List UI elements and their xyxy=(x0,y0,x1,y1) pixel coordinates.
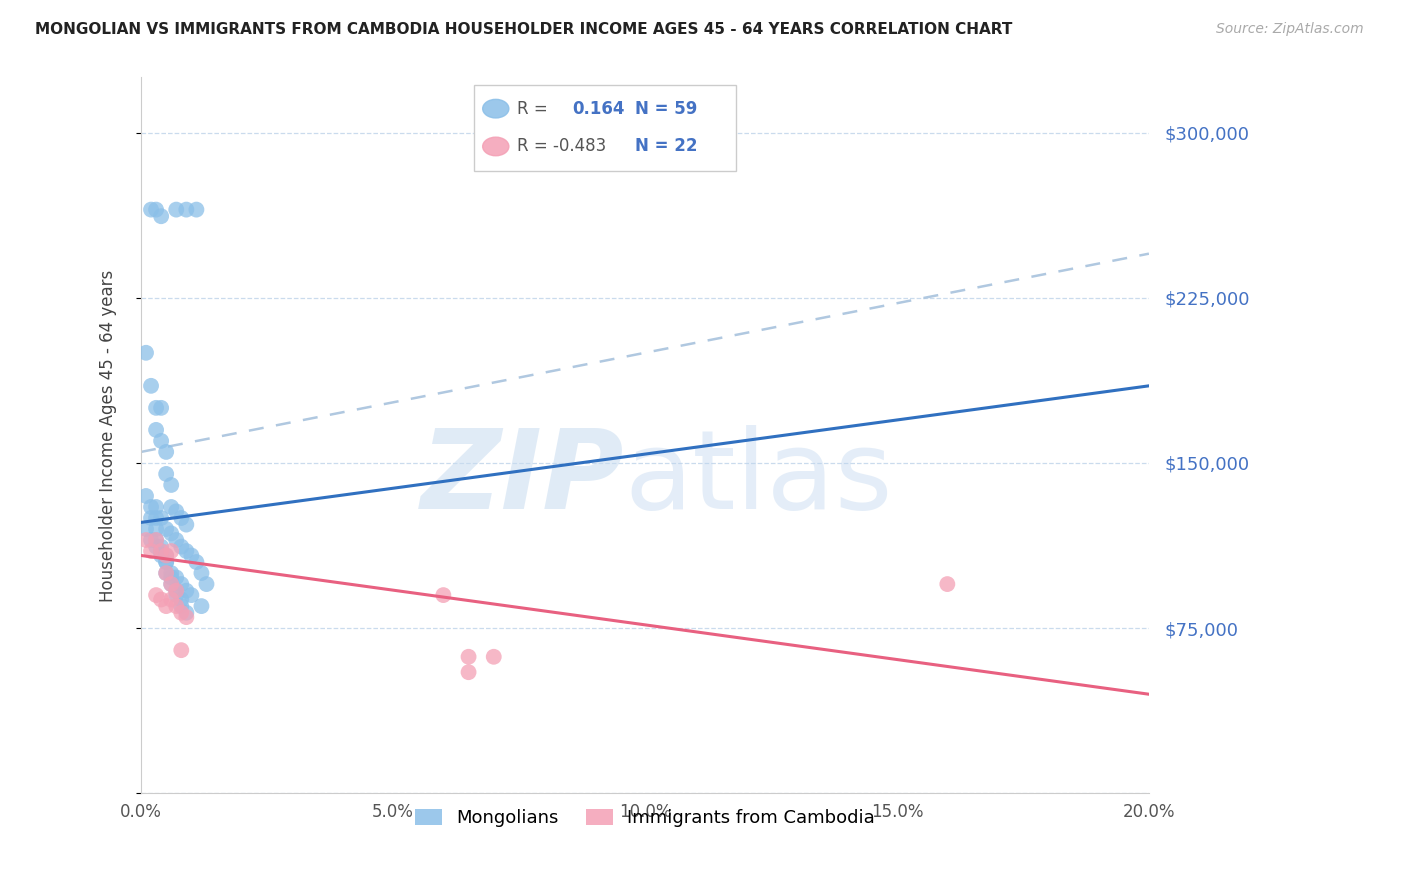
Text: R =: R = xyxy=(517,100,548,118)
Point xyxy=(155,566,177,580)
Point xyxy=(170,599,193,613)
Text: ZIP: ZIP xyxy=(422,425,624,532)
Point xyxy=(165,599,187,613)
Point xyxy=(195,577,218,591)
Point xyxy=(145,423,167,437)
FancyBboxPatch shape xyxy=(474,85,735,170)
Legend: Mongolians, Immigrants from Cambodia: Mongolians, Immigrants from Cambodia xyxy=(408,802,883,834)
Point xyxy=(139,500,162,514)
Point xyxy=(135,533,157,547)
Point xyxy=(145,401,167,415)
Circle shape xyxy=(482,99,509,118)
Point xyxy=(165,570,187,584)
Text: 0.164: 0.164 xyxy=(572,100,624,118)
Point xyxy=(176,202,198,217)
Point xyxy=(139,202,162,217)
Point xyxy=(165,588,187,602)
Point xyxy=(145,540,167,554)
Text: Source: ZipAtlas.com: Source: ZipAtlas.com xyxy=(1216,22,1364,37)
Point xyxy=(155,522,177,536)
Text: atlas: atlas xyxy=(624,425,893,532)
Y-axis label: Householder Income Ages 45 - 64 years: Householder Income Ages 45 - 64 years xyxy=(100,269,117,601)
Point xyxy=(170,592,193,607)
Point xyxy=(160,577,183,591)
Point xyxy=(160,500,183,514)
Point xyxy=(150,209,173,223)
Point xyxy=(176,583,198,598)
Point xyxy=(150,511,173,525)
Text: N = 22: N = 22 xyxy=(636,137,697,155)
Point xyxy=(155,599,177,613)
Point xyxy=(145,522,167,536)
Point xyxy=(170,540,193,554)
Point xyxy=(139,533,162,547)
Point xyxy=(155,555,177,569)
Point xyxy=(165,504,187,518)
Point xyxy=(176,606,198,620)
Point xyxy=(145,533,167,547)
Point xyxy=(150,549,173,563)
Point xyxy=(936,577,959,591)
Point xyxy=(150,544,173,558)
Point xyxy=(150,401,173,415)
Point xyxy=(139,544,162,558)
Point xyxy=(160,478,183,492)
Point xyxy=(150,540,173,554)
Point xyxy=(135,522,157,536)
Point xyxy=(190,566,212,580)
Point xyxy=(165,533,187,547)
Point xyxy=(139,379,162,393)
Point xyxy=(160,566,183,580)
Point xyxy=(180,549,202,563)
Point xyxy=(160,592,183,607)
Point xyxy=(170,577,193,591)
Point xyxy=(457,649,479,664)
Point xyxy=(155,549,177,563)
Point xyxy=(190,599,212,613)
Point xyxy=(155,467,177,481)
Point xyxy=(165,202,187,217)
Point xyxy=(160,526,183,541)
Point xyxy=(186,555,208,569)
Point xyxy=(176,517,198,532)
Point xyxy=(457,665,479,680)
Text: MONGOLIAN VS IMMIGRANTS FROM CAMBODIA HOUSEHOLDER INCOME AGES 45 - 64 YEARS CORR: MONGOLIAN VS IMMIGRANTS FROM CAMBODIA HO… xyxy=(35,22,1012,37)
Point xyxy=(186,202,208,217)
Point xyxy=(180,588,202,602)
Point xyxy=(176,544,198,558)
Point xyxy=(155,566,177,580)
Text: R = -0.483: R = -0.483 xyxy=(517,137,606,155)
Point xyxy=(432,588,454,602)
Point xyxy=(155,555,177,569)
Point xyxy=(150,592,173,607)
Point xyxy=(155,445,177,459)
Point xyxy=(150,434,173,448)
Point xyxy=(145,202,167,217)
Point xyxy=(165,583,187,598)
Point xyxy=(145,588,167,602)
Point xyxy=(170,643,193,657)
Point xyxy=(145,500,167,514)
Point xyxy=(170,606,193,620)
Point xyxy=(145,533,167,547)
Text: N = 59: N = 59 xyxy=(636,100,697,118)
Point xyxy=(135,346,157,360)
Point xyxy=(139,511,162,525)
Point xyxy=(150,544,173,558)
Point xyxy=(160,577,183,591)
Point xyxy=(176,610,198,624)
Point xyxy=(160,544,183,558)
Point xyxy=(135,489,157,503)
Point xyxy=(155,549,177,563)
Point xyxy=(160,570,183,584)
Point xyxy=(165,583,187,598)
Point xyxy=(170,511,193,525)
Circle shape xyxy=(482,137,509,156)
Point xyxy=(145,511,167,525)
Point xyxy=(482,649,505,664)
